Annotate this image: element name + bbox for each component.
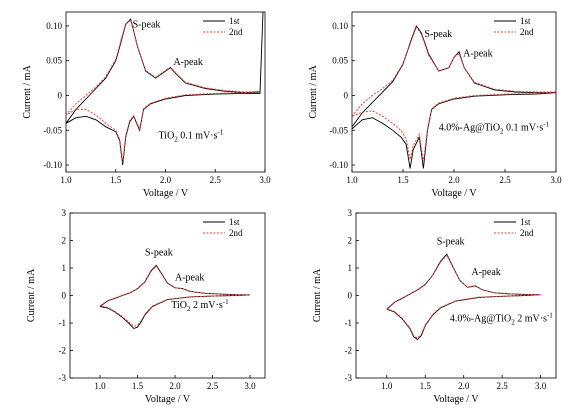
- x-tick-label: 1.0: [60, 175, 72, 185]
- y-tick-label: -1: [345, 318, 353, 328]
- y-tick-label: 0: [62, 291, 67, 301]
- x-tick-label: 3.0: [535, 381, 547, 391]
- y-tick-label: -3: [345, 373, 353, 383]
- y-tick-label: -2: [345, 346, 353, 356]
- annotation: TiO2 0.1 mV·s-1: [159, 129, 224, 144]
- annotation-sup: -1: [547, 312, 553, 320]
- x-tick-label: 2.0: [160, 175, 172, 185]
- annotation-rest: 2 mV·s: [191, 300, 223, 311]
- x-tick-label: 2.5: [499, 175, 511, 185]
- x-tick-label: 1.0: [346, 175, 358, 185]
- annotation: 4.0%-Ag@TiO2 0.1 mV·s-1: [439, 120, 550, 135]
- y-axis-label: Current / mA: [22, 65, 33, 119]
- y-tick-label: 1: [348, 263, 353, 273]
- annotation-sub: 2: [187, 305, 191, 313]
- x-tick-label: 3.0: [259, 175, 271, 185]
- y-tick-label: 2: [348, 236, 353, 246]
- legend-label: 2nd: [229, 27, 243, 37]
- chart-panel-2: 1.0 1.5 2.0 2.5 3.0 -0.10 -0.05 0 0.05 0.10 Voltag…: [308, 11, 562, 199]
- series-line-2nd: [65, 19, 261, 163]
- peak-label: A-peak: [175, 272, 204, 283]
- legend-label: 2nd: [520, 228, 534, 238]
- series-line-1st: [386, 253, 541, 341]
- annotation-main: 4.0%-Ag@TiO: [439, 122, 500, 133]
- legend-label: 1st: [229, 217, 240, 227]
- x-tick-label: 2.0: [169, 381, 181, 391]
- legend-label: 2nd: [229, 228, 243, 238]
- chart-panel-1: 1.0 1.5 2.0 2.5 3.0 -0.10 -0.05 0 0.05 0.10 Voltag…: [22, 11, 271, 199]
- annotation: 4.0%-Ag@TiO2 2 mV·s-1: [450, 312, 553, 327]
- peak-label: S-peak: [133, 19, 161, 30]
- annotation: TiO2 2 mV·s-1: [171, 298, 229, 313]
- x-tick-label: 2.5: [207, 381, 219, 391]
- series-line-2nd: [386, 254, 541, 339]
- y-tick-label: 0.10: [46, 21, 62, 31]
- legend-label: 1st: [520, 217, 531, 227]
- annotation-sup: -1: [218, 129, 224, 137]
- x-tick-label: 1.5: [110, 175, 122, 185]
- annotation-sub: 2: [511, 319, 515, 327]
- y-axis-label: Current / mA: [308, 65, 319, 119]
- peak-label: S-peak: [145, 248, 173, 259]
- x-axis-label: Voltage / V: [433, 394, 479, 405]
- y-tick-label: 0.05: [46, 56, 62, 66]
- peak-label: S-peak: [424, 29, 452, 40]
- x-axis-label: Voltage / V: [431, 188, 477, 199]
- annotation-sub: 2: [500, 127, 504, 135]
- y-axis-label: Current / mA: [312, 268, 323, 322]
- x-tick-label: 1.5: [397, 175, 409, 185]
- x-tick-label: 1.0: [94, 381, 106, 391]
- legend-label: 1st: [520, 16, 531, 26]
- y-tick-label: -0.10: [329, 160, 348, 170]
- y-tick-label: 1: [62, 263, 67, 273]
- x-axis-label: Voltage / V: [143, 188, 189, 199]
- x-tick-label: 2.5: [497, 381, 509, 391]
- series-line-2nd: [99, 265, 251, 327]
- y-tick-label: 0: [58, 90, 63, 100]
- annotation-main: 4.0%-Ag@TiO: [450, 314, 511, 325]
- y-tick-label: -0.05: [329, 125, 348, 135]
- peak-label: A-peak: [471, 267, 500, 278]
- annotation-rest: 2 mV·s: [515, 314, 547, 325]
- x-tick-label: 3.0: [244, 381, 256, 391]
- x-tick-label: 1.0: [381, 381, 393, 391]
- x-tick-label: 1.5: [132, 381, 144, 391]
- y-tick-label: -0.05: [43, 125, 62, 135]
- y-tick-label: 0.10: [332, 21, 348, 31]
- x-tick-label: 2.0: [448, 175, 460, 185]
- x-tick-label: 1.5: [420, 381, 432, 391]
- annotation-sup: -1: [223, 298, 229, 306]
- y-tick-label: 2: [62, 236, 67, 246]
- peak-label: A-peak: [463, 49, 492, 60]
- peak-label: S-peak: [437, 237, 465, 248]
- series-line-1st: [351, 24, 557, 169]
- annotation-main: TiO: [159, 131, 175, 142]
- annotation-rest: 0.1 mV·s: [178, 131, 218, 142]
- y-axis-label: Current / mA: [26, 268, 37, 322]
- y-tick-label: -3: [59, 373, 67, 383]
- legend-label: 2nd: [520, 27, 534, 37]
- x-tick-label: 2.5: [210, 175, 222, 185]
- y-tick-label: -0.10: [43, 160, 62, 170]
- chart-panel-4: 1.0 1.5 2.0 2.5 3.0 -3 -2 -1 0 1 2 3 Voltage / V Curr…: [312, 208, 557, 405]
- x-tick-label: 2.0: [458, 381, 470, 391]
- y-tick-label: 0: [344, 90, 349, 100]
- y-tick-label: 3: [62, 208, 67, 218]
- annotation-main: TiO: [171, 300, 187, 311]
- annotation-sup: -1: [543, 120, 549, 128]
- y-tick-label: 3: [348, 208, 353, 218]
- y-tick-label: 0.05: [332, 56, 348, 66]
- annotation-sub: 2: [174, 136, 178, 144]
- x-axis-label: Voltage / V: [145, 394, 191, 405]
- annotation-rest: 0.1 mV·s: [504, 122, 544, 133]
- y-tick-label: -2: [59, 346, 67, 356]
- y-tick-label: -1: [59, 318, 67, 328]
- legend-label: 1st: [229, 16, 240, 26]
- chart-panel-3: 1.0 1.5 2.0 2.5 3.0 -3 -2 -1 0 1 2 3 Voltage / V Curr…: [26, 208, 266, 405]
- peak-label: A-peak: [173, 57, 202, 68]
- y-tick-label: 0: [348, 291, 353, 301]
- x-tick-label: 3.0: [550, 175, 562, 185]
